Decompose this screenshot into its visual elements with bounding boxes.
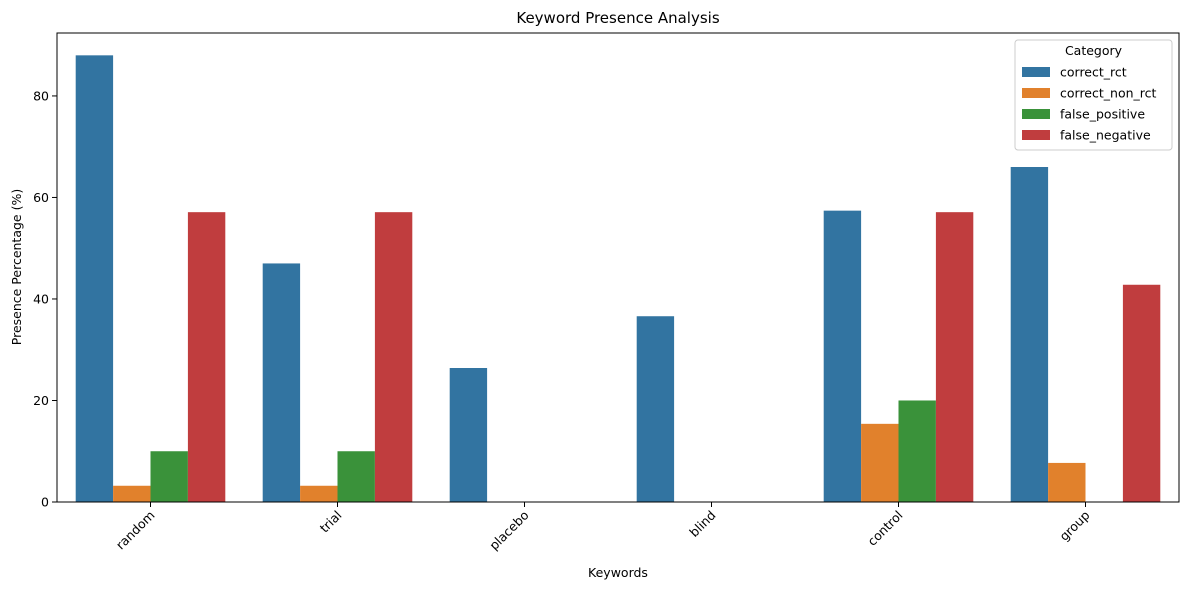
bar-correct_rct-control xyxy=(823,210,862,502)
y-tick-label: 20 xyxy=(33,393,49,408)
bar-false_negative-random xyxy=(187,212,226,503)
y-tick-label: 60 xyxy=(33,190,49,205)
plot-area: 0 20 40 60 80 random trial placebo blind control g… xyxy=(33,32,1180,553)
plot-frame xyxy=(56,32,1180,503)
x-axis-label: Keywords xyxy=(588,565,648,580)
legend-swatch-false_negative xyxy=(1022,130,1050,140)
y-tick-label: 80 xyxy=(33,88,49,103)
legend-swatch-false_positive xyxy=(1022,109,1050,119)
bar-false_negative-trial xyxy=(374,212,413,503)
bar-correct_rct-trial xyxy=(262,263,301,502)
bar-correct_rct-blind xyxy=(636,316,675,502)
bar-false_positive-random xyxy=(150,451,188,502)
bar-false_positive-control xyxy=(898,400,936,502)
legend-swatch-correct_rct xyxy=(1022,67,1050,77)
x-tick-label: placebo xyxy=(486,508,531,553)
bar-correct_non_rct-group xyxy=(1048,462,1086,502)
x-tick-label: random xyxy=(113,508,158,553)
x-tick-label: trial xyxy=(317,508,345,536)
bar-correct_rct-group xyxy=(1010,167,1049,502)
bar-false_positive-trial xyxy=(337,451,375,502)
chart-title: Keyword Presence Analysis xyxy=(516,9,719,27)
bar-correct_non_rct-random xyxy=(113,485,151,502)
bar-false_negative-control xyxy=(935,212,974,503)
legend: Category correct_rct correct_non_rct false_… xyxy=(1014,39,1173,151)
y-tick-label: 0 xyxy=(41,495,49,510)
x-tick-label: group xyxy=(1056,507,1092,543)
x-tick-label: blind xyxy=(686,508,718,540)
bar-correct_rct-placebo xyxy=(449,368,488,502)
bar-correct_non_rct-trial xyxy=(300,485,338,502)
bar-correct_non_rct-control xyxy=(861,423,899,502)
legend-label-correct_rct: correct_rct xyxy=(1060,65,1127,80)
y-axis-label: Presence Percentage (%) xyxy=(9,189,24,345)
x-tick-label: control xyxy=(864,508,905,549)
y-tick-label: 40 xyxy=(33,291,49,306)
legend-label-false_positive: false_positive xyxy=(1060,107,1145,122)
bar-correct_rct-random xyxy=(75,55,114,502)
legend-label-correct_non_rct: correct_non_rct xyxy=(1060,86,1156,101)
legend-title: Category xyxy=(1065,43,1123,58)
legend-swatch-correct_non_rct xyxy=(1022,88,1050,98)
legend-box xyxy=(1014,39,1173,151)
bar-false_negative-group xyxy=(1122,284,1161,502)
legend-label-false_negative: false_negative xyxy=(1060,128,1151,143)
